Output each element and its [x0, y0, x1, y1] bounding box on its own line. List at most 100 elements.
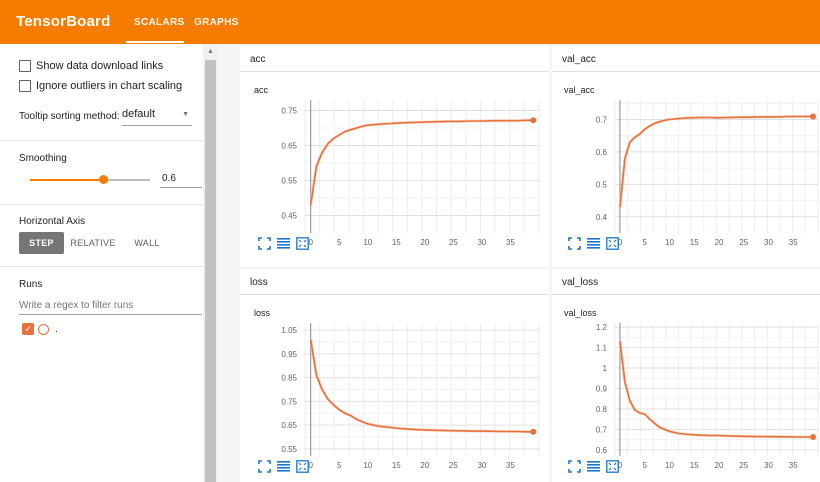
series-last-point: [530, 117, 537, 124]
y-tick-label: 0.5: [596, 180, 608, 189]
y-tick-label: 0.7: [596, 115, 608, 124]
tooltip-sorting-select[interactable]: default ▼: [122, 108, 192, 126]
x-tick-label: 30: [764, 461, 773, 470]
section-divider: [0, 140, 203, 141]
x-tick-label: 10: [363, 238, 372, 247]
chart-title: val_loss: [564, 308, 597, 318]
scroll-up-arrow-icon[interactable]: ▲: [207, 48, 214, 55]
x-tick-label: 35: [506, 238, 515, 247]
fullscreen-icon[interactable]: [258, 460, 271, 473]
tooltip-sorting-value: default: [122, 108, 156, 120]
list-icon[interactable]: [587, 460, 600, 473]
smoothing-slider-fill: [30, 179, 103, 181]
dropdown-arrow-icon: ▼: [182, 111, 189, 118]
x-tick-label: 15: [690, 461, 699, 470]
card-acc: acc acc 0.45 0.55 0.65 0.75 0 5 10 15 20 25 30 35: [240, 46, 549, 267]
axis-wall-button[interactable]: WALL: [134, 238, 160, 248]
axis-relative-button[interactable]: RELATIVE: [70, 238, 116, 248]
smoothing-slider-handle[interactable]: [99, 175, 108, 184]
chart-toolbar: [568, 460, 619, 473]
runs-filter-input[interactable]: Write a regex to filter runs: [19, 297, 202, 315]
x-tick-label: 10: [363, 461, 372, 470]
show-download-links-toggle[interactable]: Show data download links: [19, 60, 163, 72]
top-app-bar: TensorBoard SCALARS GRAPHS: [0, 0, 820, 44]
x-tick-label: 0: [618, 461, 623, 470]
series-line: [619, 341, 813, 438]
list-icon[interactable]: [587, 237, 600, 250]
active-tab-indicator: [126, 41, 184, 43]
y-tick-label: 0.7: [596, 425, 608, 434]
x-tick-label: 5: [337, 238, 342, 247]
fullscreen-icon[interactable]: [258, 237, 271, 250]
x-tick-label: 5: [642, 238, 647, 247]
smoothing-label: Smoothing: [19, 153, 67, 164]
smoothing-slider-track[interactable]: [30, 179, 150, 181]
checkbox-unchecked-icon[interactable]: [19, 80, 31, 92]
y-tick-label: 0.4: [596, 213, 608, 222]
y-tick-label: 0.95: [281, 350, 297, 359]
y-tick-label: 0.55: [281, 177, 297, 186]
sidebar: [0, 44, 203, 482]
x-tick-label: 30: [477, 238, 486, 247]
chart-title: loss: [254, 308, 271, 318]
card-header: val_loss: [552, 269, 820, 295]
fit-domain-icon[interactable]: [296, 237, 309, 250]
list-icon[interactable]: [277, 237, 290, 250]
y-tick-label: 0.45: [281, 212, 297, 221]
checkbox-checked-icon[interactable]: ✓: [22, 323, 34, 335]
x-tick-label: 35: [789, 461, 798, 470]
y-tick-label: 0.65: [281, 421, 297, 430]
chart-loss: 0.55 0.65 0.75 0.85 0.95 1.05 0 5 10 15 20 25 30 35: [281, 323, 540, 470]
x-tick-label: 20: [420, 461, 429, 470]
chart-toolbar: [258, 460, 309, 473]
fit-domain-icon[interactable]: [296, 460, 309, 473]
chart-val-loss: 0.6 0.7 0.8 0.9 1 1.1 1.2 0 5 10 15 20 25 30 35: [596, 323, 819, 470]
runs-label: Runs: [19, 279, 43, 290]
fit-domain-icon[interactable]: [606, 237, 619, 250]
y-tick-label: 0.6: [596, 446, 608, 455]
series-line: [309, 339, 534, 433]
chart-toolbar: [568, 237, 619, 250]
card-header: loss: [240, 269, 549, 295]
checkbox-unchecked-icon[interactable]: [19, 60, 31, 72]
chart-grid: [614, 100, 819, 233]
list-icon[interactable]: [277, 460, 290, 473]
x-tick-label: 0: [308, 461, 313, 470]
y-tick-label: 0.55: [281, 445, 297, 454]
run-item[interactable]: ✓ .: [22, 323, 58, 335]
x-tick-label: 10: [665, 238, 674, 247]
x-tick-label: 0: [618, 238, 623, 247]
x-tick-label: 5: [642, 461, 647, 470]
x-tick-label: 35: [506, 461, 515, 470]
tooltip-sorting-label: Tooltip sorting method:: [19, 111, 120, 122]
sidebar-scrollbar-thumb[interactable]: [205, 60, 216, 482]
fit-domain-icon[interactable]: [606, 460, 619, 473]
smoothing-value-input[interactable]: 0.6: [160, 170, 202, 188]
x-tick-label: 15: [690, 238, 699, 247]
series-line: [619, 115, 813, 208]
x-tick-label: 15: [392, 238, 401, 247]
y-tick-label: 1.2: [596, 323, 608, 332]
x-tick-label: 25: [449, 238, 458, 247]
fullscreen-icon[interactable]: [568, 460, 581, 473]
x-tick-label: 20: [715, 461, 724, 470]
horizontal-axis-label: Horizontal Axis: [19, 216, 86, 227]
tab-graphs[interactable]: GRAPHS: [194, 17, 239, 28]
x-tick-label: 25: [739, 461, 748, 470]
x-tick-label: 25: [739, 238, 748, 247]
x-tick-label: 30: [764, 238, 773, 247]
series-last-point: [810, 113, 817, 120]
chart-title: acc: [254, 85, 269, 95]
chart-title: val_acc: [564, 85, 595, 95]
card-loss: loss loss 0.55 0.65 0.75 0.85 0.95 1.05 0 5 10 15…: [240, 269, 549, 482]
y-tick-label: 1: [603, 364, 608, 373]
axis-step-button[interactable]: STEP: [19, 232, 64, 254]
fullscreen-icon[interactable]: [568, 237, 581, 250]
chart-acc: 0.45 0.55 0.65 0.75 0 5 10 15 20 25 30 35: [281, 100, 540, 247]
run-color-circle-icon[interactable]: [38, 323, 49, 335]
ignore-outliers-toggle[interactable]: Ignore outliers in chart scaling: [19, 80, 182, 92]
chart-grid: [304, 323, 540, 456]
tab-scalars[interactable]: SCALARS: [134, 17, 185, 28]
ignore-outliers-label: Ignore outliers in chart scaling: [36, 80, 183, 92]
section-divider: [0, 266, 203, 267]
